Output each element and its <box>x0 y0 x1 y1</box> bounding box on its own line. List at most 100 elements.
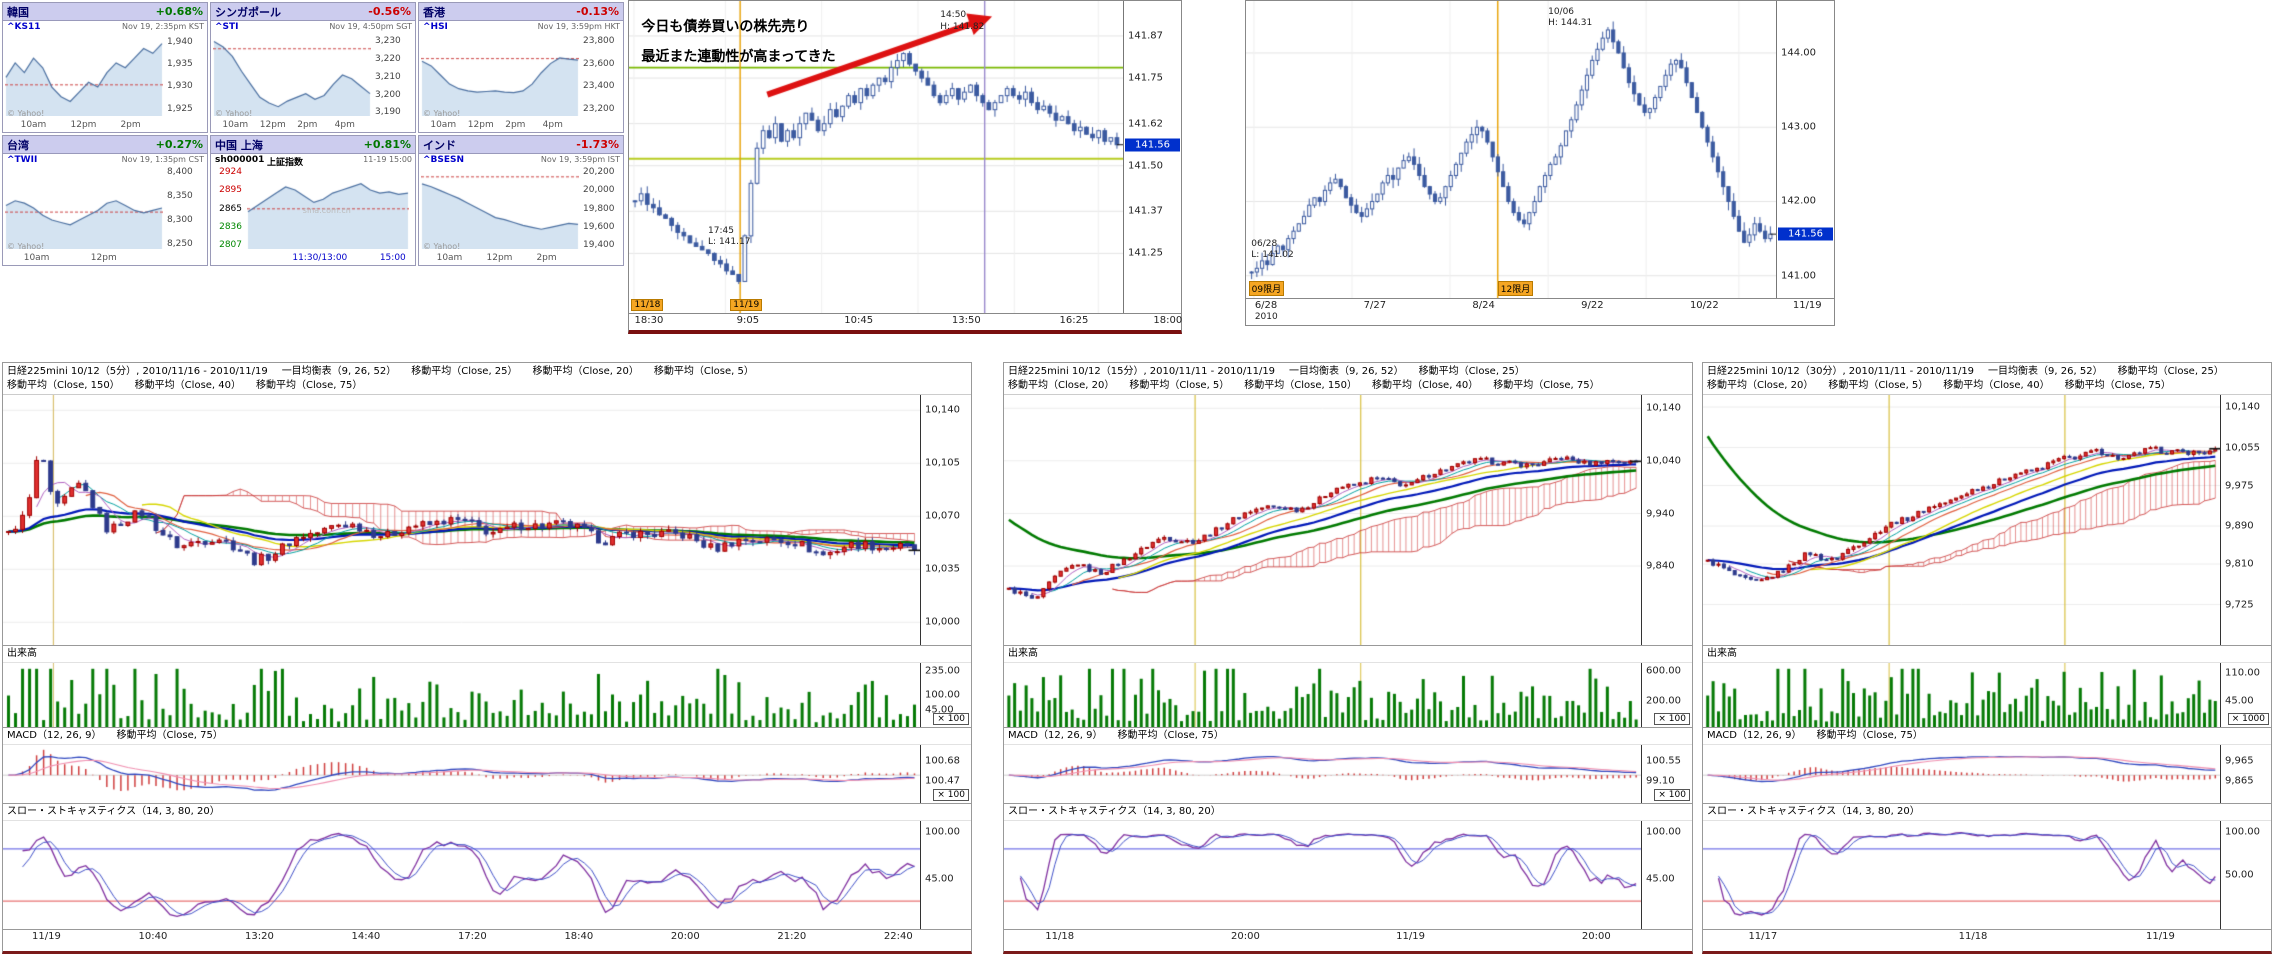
volume-section: × 100 235.00 100.00 45.00 <box>3 663 971 728</box>
indicator-labels: 一目均衡表（9, 26, 52） 移動平均（Close, 25） 移動平均（Cl… <box>281 366 754 377</box>
market-x-axis: 10am 12pm 2pm <box>436 253 557 263</box>
world-markets-grid: 韓国 +0.68% ^KS11 Nov 19, 2:35pm KST 1,940… <box>2 2 624 266</box>
session-high-note: 14:50 H: 141.82 <box>940 10 985 32</box>
last-price-badge: 141.56 <box>1125 138 1180 152</box>
volume-section: × 1000 110.00 45.00 <box>1703 663 2271 728</box>
market-timestamp: Nov 19, 3:59pm IST <box>540 155 620 164</box>
market-y-axis: 23,800 23,600 23,400 23,200 <box>583 35 615 115</box>
market-widget-korea: 韓国 +0.68% ^KS11 Nov 19, 2:35pm KST 1,940… <box>2 2 208 133</box>
date-box: 11/19 <box>730 299 763 311</box>
market-ticker[interactable]: sh000001 <box>215 155 265 165</box>
nikkei-30min-panel: 日経225mini 10/12（30分）, 2010/11/11 - 2010/… <box>1702 362 2272 954</box>
market-ticker[interactable]: ^KS11 <box>7 22 41 32</box>
last-price-badge: 141.56 <box>1778 227 1833 241</box>
market-ticker[interactable]: ^BSESN <box>423 155 465 165</box>
market-ticker[interactable]: ^TWII <box>7 155 38 165</box>
intraday-chart-canvas[interactable] <box>629 1 1123 313</box>
stochastics-chart-canvas[interactable] <box>1703 821 2220 929</box>
market-timestamp: Nov 19, 2:35pm KST <box>121 22 204 31</box>
market-name[interactable]: 台湾 <box>7 138 29 152</box>
contract-month-box: 09限月 <box>1248 281 1285 296</box>
stochastics-section: 100.00 45.00 <box>3 821 971 930</box>
market-name[interactable]: シンガポール <box>215 5 281 19</box>
chart-title: 日経225mini 10/12（30分）, 2010/11/11 - 2010/… <box>1707 366 1975 377</box>
stochastics-label: スロー・ストキャスティクス（14, 3, 80, 20） <box>1703 804 2271 821</box>
market-widget-header[interactable]: インド -1.73% <box>419 136 623 154</box>
macd-chart-canvas[interactable] <box>1004 745 1641 803</box>
period-high-note: 10/06 H: 144.31 <box>1548 6 1593 29</box>
market-sparkline-chart[interactable] <box>5 34 163 116</box>
period-low-note: 06/28 L: 141.02 <box>1251 238 1294 260</box>
market-x-axis: 10am 12pm 2pm 4pm <box>430 120 563 130</box>
macd-section: × 100 100.55 99.10 <box>1004 745 1692 804</box>
chart-header: 日経225mini 10/12（5分）, 2010/11/16 - 2010/1… <box>3 363 971 395</box>
market-name[interactable]: 韓国 <box>7 5 29 19</box>
stochastics-chart-canvas[interactable] <box>1004 821 1641 929</box>
market-ticker[interactable]: ^STI <box>215 22 239 32</box>
annotation-line-2: 最近また連動性が高まってきた <box>641 48 836 65</box>
price-chart-canvas[interactable] <box>1004 395 1641 645</box>
volume-y-axis: × 100 600.00 200.00 <box>1642 663 1692 727</box>
market-change-percent: -1.73% <box>576 138 619 151</box>
market-sparkline-chart[interactable] <box>421 167 579 249</box>
macd-section: × 100 100.68 100.47 <box>3 745 971 804</box>
market-timestamp: Nov 19, 3:59pm HKT <box>537 22 620 31</box>
market-widget-header[interactable]: 韓国 +0.68% <box>3 3 207 21</box>
market-change-percent: +0.81% <box>363 138 411 151</box>
index-name-label: 上証指数 <box>267 158 304 168</box>
contract-month-box: 12限月 <box>1497 281 1534 296</box>
market-timestamp: Nov 19, 1:35pm CST <box>121 155 204 164</box>
market-widget-header[interactable]: 香港 -0.13% <box>419 3 623 21</box>
volume-chart-canvas[interactable] <box>1004 663 1641 727</box>
market-sparkline-chart[interactable] <box>213 34 371 116</box>
market-y-axis: 20,200 20,000 19,800 19,600 19,400 <box>583 166 615 250</box>
market-change-percent: +0.27% <box>155 138 203 151</box>
macd-label: MACD（12, 26, 9） 移動平均（Close, 75） <box>1004 728 1692 745</box>
market-widget-header[interactable]: シンガポール -0.56% <box>211 3 415 21</box>
market-name[interactable]: インド <box>423 138 456 152</box>
volume-multiplier: × 100 <box>1654 713 1690 725</box>
stochastics-chart-canvas[interactable] <box>3 821 920 929</box>
market-x-axis: 10am 12pm <box>23 253 117 263</box>
market-widget-header[interactable]: 中国 上海 +0.81% <box>211 136 415 154</box>
volume-chart-canvas[interactable] <box>3 663 920 727</box>
market-sparkline-chart[interactable] <box>247 167 409 249</box>
macd-chart-canvas[interactable] <box>1703 745 2220 803</box>
market-y-axis: 8,400 8,350 8,300 8,250 <box>167 166 193 250</box>
price-y-axis: 10,140 10,105 10,070 10,035 10,000 <box>925 404 960 628</box>
indicator-labels: 一目均衡表（9, 26, 52） 移動平均（Close, 25） <box>1988 366 2224 377</box>
nikkei-5min-panel: 日経225mini 10/12（5分）, 2010/11/16 - 2010/1… <box>2 362 972 954</box>
market-sparkline-chart[interactable] <box>5 167 163 249</box>
market-widget-body: sh000001 上証指数 11-19 15:00 2924 2895 2865 28… <box>211 154 415 265</box>
market-y-axis: 1,940 1,935 1,930 1,925 <box>167 37 193 114</box>
volume-chart-canvas[interactable] <box>1703 663 2220 727</box>
macd-label: MACD（12, 26, 9） 移動平均（Close, 75） <box>3 728 971 745</box>
year-label: 2010 <box>1254 312 1278 322</box>
market-x-axis: 10am 12pm 2pm <box>20 120 141 130</box>
yahoo-watermark: © Yahoo! <box>423 109 461 118</box>
price-chart-canvas[interactable] <box>1703 395 2220 645</box>
market-name[interactable]: 香港 <box>423 5 445 19</box>
market-x-axis: 11:30/13:00 15:00 <box>292 253 406 263</box>
daily-price-axis: 141.56 144.00 143.00 142.00 141.00 <box>1777 1 1834 298</box>
macd-chart-canvas[interactable] <box>3 745 920 803</box>
volume-y-axis: × 100 235.00 100.00 45.00 <box>921 663 971 727</box>
market-widget-header[interactable]: 台湾 +0.27% <box>3 136 207 154</box>
chart-header: 日経225mini 10/12（30分）, 2010/11/11 - 2010/… <box>1703 363 2271 395</box>
market-ticker[interactable]: ^HSI <box>423 22 448 32</box>
jgb-daily-chart-panel: 10/06 H: 144.31 06/28 L: 141.02 09限月 12限… <box>1245 0 1835 326</box>
market-sparkline-chart[interactable] <box>421 34 579 116</box>
intraday-price-axis: 141.56 141.87 141.75 141.62 141.50 141.37 141… <box>1124 1 1181 313</box>
stochastics-y-axis: 100.00 45.00 <box>925 826 960 885</box>
annotation-line-1: 今日も債券買いの株先売り <box>641 19 810 36</box>
intraday-plot-area: 今日も債券買いの株先売り 最近また連動性が高まってきた 14:50 H: 141… <box>629 1 1124 313</box>
market-timestamp: Nov 19, 4:50pm SGT <box>329 22 412 31</box>
nikkei-15min-panel: 日経225mini 10/12（15分）, 2010/11/11 - 2010/… <box>1003 362 1693 954</box>
chart-title: 日経225mini 10/12（15分）, 2010/11/11 - 2010/… <box>1008 366 1276 377</box>
market-name[interactable]: 中国 上海 <box>215 138 263 152</box>
volume-section: × 100 600.00 200.00 <box>1004 663 1692 728</box>
volume-multiplier: × 100 <box>933 713 969 725</box>
price-chart-canvas[interactable] <box>3 395 920 645</box>
daily-chart-canvas[interactable] <box>1246 1 1776 298</box>
